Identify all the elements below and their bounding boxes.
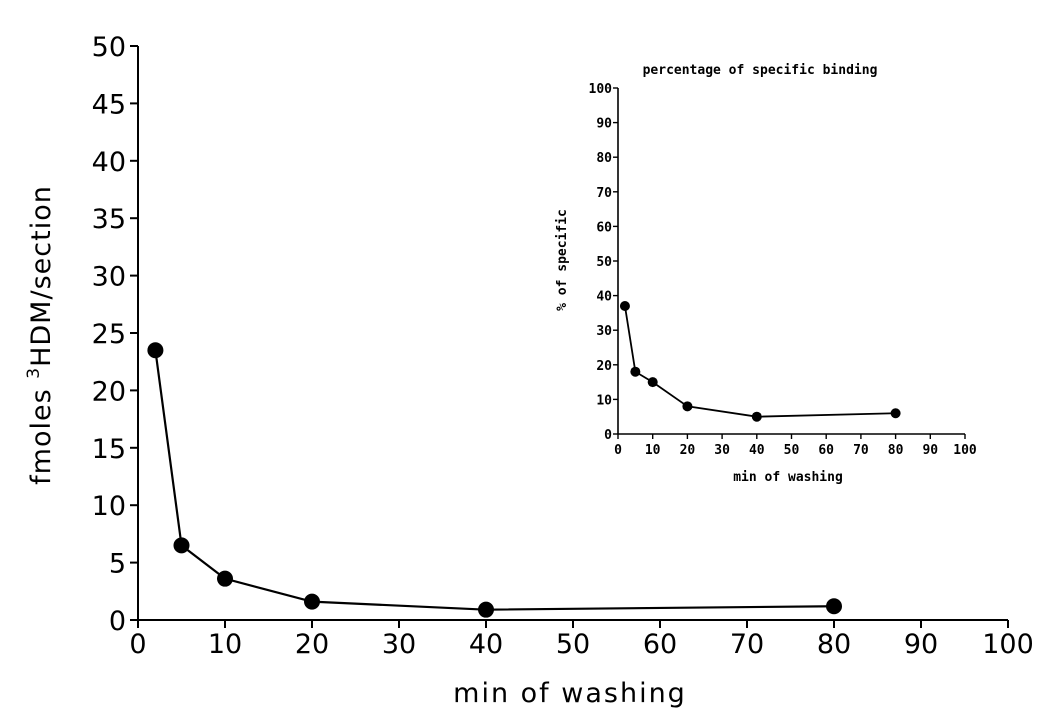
main-y-tick-label: 25 [92, 319, 126, 350]
inset-chart: percentage of specific binding 0 10 20 30 40… [555, 63, 977, 485]
main-x-tick-label: 10 [208, 629, 242, 660]
main-data-point [217, 570, 233, 587]
inset-data-point [647, 377, 658, 388]
main-y-tick-label: 35 [92, 204, 126, 235]
main-x-tick-label: 40 [469, 629, 503, 660]
main-x-tick-label: 70 [730, 629, 764, 660]
main-y-tick-label: 50 [92, 32, 126, 63]
inset-y-tick-label: 80 [596, 151, 612, 166]
main-x-tick-label: 60 [643, 629, 677, 660]
main-x-tick-label: 0 [129, 629, 146, 660]
inset-y-tick-label: 70 [596, 186, 612, 201]
main-ticks: 0 10 20 30 40 50 60 70 80 90 100051015202530354045… [92, 32, 1034, 660]
inset-data-point [630, 366, 641, 377]
main-x-axis-label: min of washing [453, 678, 687, 709]
main-x-tick-label: 50 [556, 629, 590, 660]
main-data-point [826, 598, 842, 615]
inset-x-tick-label: 0 [614, 443, 622, 458]
main-series-line [154, 350, 835, 611]
inset-y-tick-label: 90 [596, 117, 612, 132]
inset-y-tick-label: 0 [604, 428, 612, 443]
main-y-tick-label: 10 [92, 491, 126, 522]
main-data-point [173, 537, 190, 554]
inset-y-tick-label: 60 [596, 220, 612, 235]
inset-y-tick-label: 100 [589, 82, 613, 97]
main-y-tick-label: 40 [92, 147, 126, 178]
inset-x-axis-label: min of washing [733, 470, 843, 485]
main-chart: 0 10 20 30 40 50 60 70 80 90 100051015202530354045… [24, 32, 1034, 709]
inset-x-tick-label: 50 [784, 443, 800, 458]
inset-ticks: 0 10 20 30 40 50 60 70 80 90 100 0 10 20 30 40 50 60 70 80 9… [589, 82, 977, 458]
inset-x-tick-label: 10 [645, 443, 661, 458]
main-data-point [478, 601, 494, 618]
inset-data-point [682, 401, 693, 412]
inset-y-tick-label: 30 [596, 324, 612, 339]
main-x-tick-label: 90 [904, 629, 938, 660]
main-y-tick-label: 5 [109, 549, 126, 580]
main-x-tick-label: 80 [817, 629, 851, 660]
inset-x-tick-label: 70 [853, 443, 869, 458]
main-y-tick-label: 20 [92, 376, 126, 407]
main-x-tick-label: 100 [982, 629, 1034, 660]
inset-x-tick-label: 80 [888, 443, 904, 458]
main-x-tick-label: 30 [382, 629, 416, 660]
main-data-point [304, 593, 320, 610]
main-y-tick-label: 0 [109, 606, 126, 637]
y-label-superscript: 3 [24, 367, 44, 379]
inset-x-tick-label: 40 [749, 443, 765, 458]
inset-series [619, 300, 901, 422]
y-label-prefix: fmoles [26, 379, 57, 485]
main-y-tick-label: 15 [92, 434, 126, 465]
inset-data-point [751, 411, 762, 422]
inset-y-tick-label: 20 [596, 359, 612, 374]
inset-x-tick-label: 90 [922, 443, 938, 458]
main-series [147, 342, 842, 618]
inset-data-point [619, 300, 630, 311]
inset-x-tick-label: 30 [714, 443, 730, 458]
inset-title: percentage of specific binding [643, 63, 878, 78]
inset-data-point [890, 408, 901, 419]
main-x-tick-label: 20 [295, 629, 329, 660]
inset-y-tick-label: 50 [596, 255, 612, 270]
inset-x-tick-label: 60 [818, 443, 834, 458]
main-data-point [147, 342, 164, 359]
inset-x-tick-label: 100 [953, 443, 977, 458]
main-y-tick-label: 45 [92, 89, 126, 120]
inset-x-tick-label: 20 [680, 443, 696, 458]
inset-series-line [624, 305, 896, 418]
inset-y-tick-label: 40 [596, 290, 612, 305]
main-y-tick-label: 30 [92, 262, 126, 293]
y-label-suffix: HDM/section [26, 185, 57, 367]
main-y-axis-label: fmoles 3HDM/section [24, 185, 57, 485]
inset-y-tick-label: 10 [596, 393, 612, 408]
inset-y-axis-label: % of specific [555, 209, 570, 311]
